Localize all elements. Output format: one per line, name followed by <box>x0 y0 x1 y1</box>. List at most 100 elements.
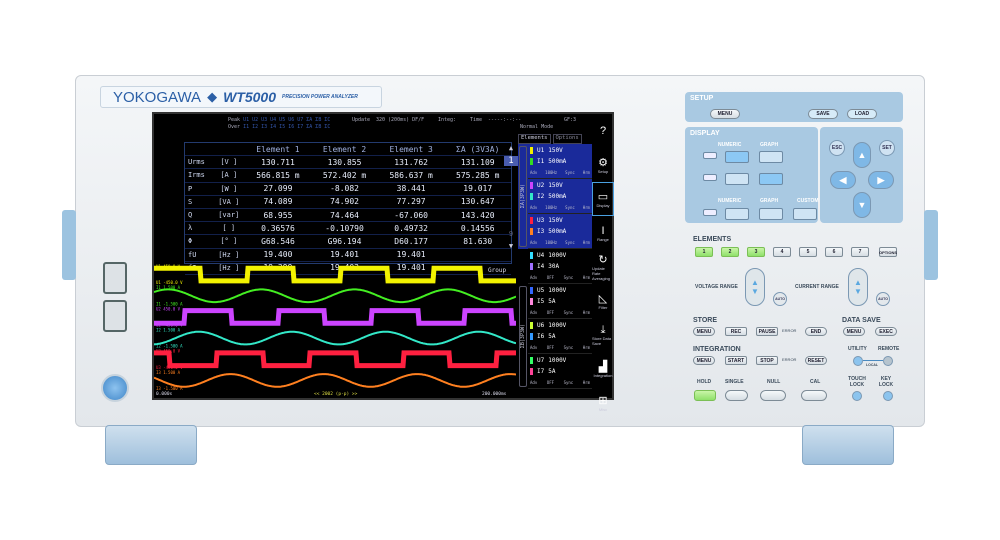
table-row: Urms [V ] 130.711 130.855 131.762 131.109 <box>185 156 511 170</box>
save-button[interactable]: SAVE <box>808 109 838 119</box>
start-button[interactable]: START <box>725 356 747 365</box>
element-list: ΣA(3P3W) U1 150V I1 500mA Adv 100Hz Sync Hrm U2… <box>518 144 592 389</box>
refresh-icon: ↻ <box>598 253 608 266</box>
element-key-2[interactable]: 2 <box>721 247 739 257</box>
color-swatch <box>530 252 533 260</box>
numeric-1-button[interactable] <box>725 151 749 163</box>
touch-lock-button[interactable] <box>852 391 862 401</box>
current-range-rocker[interactable]: ▲ ▼ <box>848 268 868 306</box>
up-arrow-button[interactable]: ▲ <box>853 142 871 168</box>
table-header: Element 1 Element 2 Element 3 ΣA (3V3A) <box>185 143 511 157</box>
table-cell: [Hz ] <box>218 263 240 272</box>
right-foot <box>802 425 894 465</box>
pause-button[interactable]: PAUSE <box>756 327 778 336</box>
set-button[interactable]: SET <box>879 140 895 156</box>
graph-2-button[interactable] <box>759 173 783 185</box>
element-card[interactable]: U7 1000V I7 5A Adv OFF Sync Hrm <box>528 354 592 389</box>
esc-button[interactable]: ESC <box>829 140 845 156</box>
scroll-down-button[interactable]: ▼ <box>508 242 514 250</box>
voltage-range-label: VOLTAGE RANGE <box>695 284 738 290</box>
store-end-button[interactable]: END <box>805 327 827 336</box>
options-button[interactable]: OPTIONS <box>879 247 897 257</box>
trace-u1 <box>154 265 516 284</box>
graph-3-button[interactable] <box>759 208 783 220</box>
scroll-up-button[interactable]: ▲ <box>508 144 514 152</box>
menu-filter[interactable]: ◺ Filter <box>592 284 614 318</box>
table-cell: 81.630 <box>463 236 493 246</box>
null-button[interactable] <box>760 390 786 401</box>
store-menu-button[interactable]: MENU <box>693 327 715 336</box>
exec-button[interactable]: EXEC <box>875 327 897 336</box>
data-save-menu-button[interactable]: MENU <box>843 327 865 336</box>
load-button[interactable]: LOAD <box>847 109 877 119</box>
key-lock-button[interactable] <box>883 391 893 401</box>
current-range-label: CURRENT RANGE <box>795 284 839 290</box>
menu-download[interactable]: ⤓ Store Data Save <box>592 318 614 352</box>
reset-button[interactable]: RESET <box>805 356 827 365</box>
color-swatch <box>530 158 533 166</box>
menu-help[interactable]: ? <box>592 114 614 148</box>
trace-i1 <box>154 288 516 304</box>
table-cell: -8.082 <box>330 184 359 194</box>
element-key-3[interactable]: 3 <box>747 247 765 257</box>
trace-i2 <box>154 330 516 346</box>
element-card[interactable]: U5 1000V I5 5A Adv OFF Sync Hrm <box>528 284 592 319</box>
utility-button[interactable] <box>853 356 863 366</box>
usb-port-2[interactable] <box>103 300 127 332</box>
graph-1-button[interactable] <box>759 151 783 163</box>
left-arrow-button[interactable]: ◀ <box>830 171 856 189</box>
wiring-group: U4 1000V I4 30A Adv OFF Sync Hrm <box>518 249 592 284</box>
single-button[interactable] <box>725 390 748 401</box>
color-swatch <box>530 147 533 155</box>
power-button[interactable] <box>101 374 129 402</box>
numeric-3-button[interactable] <box>725 208 749 220</box>
numeric-2-button[interactable] <box>725 173 749 185</box>
table-cell: -0.10790 <box>325 223 364 233</box>
current-channel: I6 <box>537 333 545 341</box>
menu-toolbox[interactable]: ⊞ Misc <box>592 386 614 420</box>
voltage-range: 150V <box>548 182 563 190</box>
custom-button[interactable] <box>793 208 817 220</box>
table-cell: P <box>188 184 193 193</box>
element-card[interactable]: U3 150V I3 500mA Adv 100Hz Sync Hrm <box>528 214 592 249</box>
rec-button[interactable]: REC <box>725 327 747 336</box>
page-scroll[interactable]: ▲ 1 9 ▼ <box>504 142 518 264</box>
table-row: S [VA ] 74.089 74.902 77.297 130.647 <box>185 196 511 209</box>
element-key-1[interactable]: 1 <box>695 247 713 257</box>
touch-screen[interactable]: Peak U1 U2 U3 U4 U5 U6 U7 ΣA ΣB ΣC Over … <box>152 112 614 412</box>
menu-range[interactable]: I Range <box>592 216 614 250</box>
menu-display[interactable]: ▭ Display <box>592 182 614 216</box>
element-card[interactable]: U6 1000V I6 5A Adv OFF Sync Hrm <box>528 319 592 354</box>
table-cell: 566.815 m <box>256 170 300 180</box>
stop-button[interactable]: STOP <box>756 356 778 365</box>
voltage-range-rocker[interactable]: ▲ ▼ <box>745 268 765 306</box>
element-key-4[interactable]: 4 <box>773 247 791 257</box>
down-arrow-button[interactable]: ▼ <box>853 192 871 218</box>
element-card[interactable]: U1 150V I1 500mA Adv 100Hz Sync Hrm <box>528 144 592 179</box>
setup-menu-button[interactable]: MENU <box>710 109 740 119</box>
element-key-5[interactable]: 5 <box>799 247 817 257</box>
trace-scale-label: U2 450.0 V <box>156 306 181 311</box>
element-key-6[interactable]: 6 <box>825 247 843 257</box>
element-card[interactable]: U2 150V I2 500mA Adv 100Hz Sync Hrm <box>528 179 592 214</box>
menu-integration[interactable]: ▟ Integration <box>592 352 614 386</box>
hold-button[interactable] <box>694 390 716 401</box>
menu-refresh[interactable]: ↻ Update Rate Averaging <box>592 250 614 284</box>
store-title: STORE <box>693 317 717 324</box>
current-auto-button[interactable]: AUTO <box>876 292 890 306</box>
right-arrow-button[interactable]: ▶ <box>868 171 894 189</box>
tab-options[interactable]: Options <box>552 134 582 144</box>
brand-plate: YOKOGAWA ◆ WT5000 PRECISION POWER ANALYZ… <box>100 86 382 108</box>
data-save-title: DATA SAVE <box>842 317 881 324</box>
tab-elements[interactable]: Elements <box>518 134 551 144</box>
usb-port-1[interactable] <box>103 262 127 294</box>
element-card[interactable]: U4 1000V I4 30A Adv OFF Sync Hrm <box>528 249 592 284</box>
integration-menu-button[interactable]: MENU <box>693 356 715 365</box>
cal-button[interactable] <box>801 390 827 401</box>
voltage-auto-button[interactable]: AUTO <box>773 292 787 306</box>
current-channel: I4 <box>537 263 545 271</box>
graph-label: GRAPH <box>760 142 779 148</box>
null-label: NULL <box>767 379 781 385</box>
element-key-7[interactable]: 7 <box>851 247 869 257</box>
menu-gear[interactable]: ⚙ Setup <box>592 148 614 182</box>
